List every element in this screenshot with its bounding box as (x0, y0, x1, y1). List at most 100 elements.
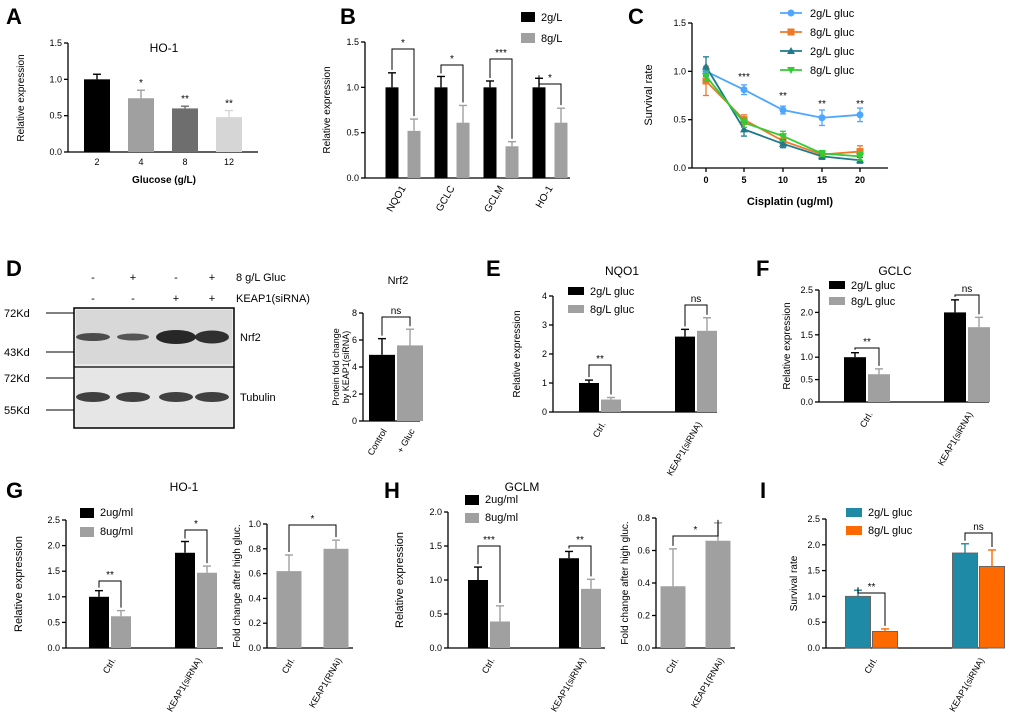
x-axis-label: Glucose (g/L) (132, 175, 196, 186)
significance-label: ** (576, 535, 584, 546)
y-tick-label: 0 (352, 416, 357, 426)
x-tick-label: KEAP1(siRNA) (165, 656, 204, 713)
marker-label: 72Kd (4, 308, 30, 320)
panel-label-a: A (6, 4, 22, 29)
y-tick-label: 2.5 (800, 285, 813, 295)
significance-bracket (184, 529, 208, 564)
y-tick-label: 2.0 (429, 507, 442, 517)
bar (111, 616, 131, 648)
chart-title: GCLM (505, 480, 540, 494)
x-tick-label: KEAP1(RNAi) (307, 656, 344, 710)
legend-label: 8g/L gluc (851, 296, 896, 308)
blot-band-nrf2 (156, 330, 196, 344)
condition-gluc: + (130, 272, 136, 284)
bar (579, 383, 599, 412)
y-tick-label: 1.0 (429, 575, 442, 585)
significance-label: ns (973, 522, 984, 533)
legend-marker (787, 28, 795, 36)
significance-label: ** (818, 99, 826, 110)
panel-b: 0.0 0.5 1.0 1.5 Relative expression 2g/L 8g/L *… (322, 12, 570, 215)
significance-bracket (854, 347, 880, 366)
legend-label: 2g/L gluc (851, 280, 896, 292)
data-point (779, 139, 787, 147)
bar (581, 588, 601, 648)
condition-gluc: + (209, 272, 215, 284)
y-tick-label: 0.5 (673, 115, 686, 125)
x-tick-label: 15 (817, 175, 827, 185)
condition-keap: - (91, 293, 95, 305)
x-axis-label: Cisplatin (ug/ml) (747, 196, 834, 208)
legend-label: 2g/L gluc (590, 286, 635, 298)
panel-label-b: B (340, 4, 356, 29)
bar (323, 548, 349, 648)
legend-label: 8g/L (541, 33, 562, 45)
significance-bracket (477, 545, 501, 603)
significance-bracket (440, 64, 464, 103)
panel-label-i: I (760, 478, 766, 503)
legend-label: 2g/L (541, 12, 562, 24)
significance-label: *** (738, 72, 750, 83)
significance-bracket (588, 364, 612, 395)
data-point (702, 62, 710, 70)
blot-band-nrf2 (195, 330, 229, 344)
data-point (740, 86, 748, 94)
x-tick-label: 2 (94, 157, 99, 167)
x-tick-label: KEAP1(siRNA) (936, 410, 975, 467)
y-tick-label: 1.0 (49, 74, 62, 84)
significance-label: ** (868, 582, 876, 593)
data-point (856, 148, 864, 156)
chart-title: Nrf2 (388, 275, 409, 287)
significance-bracket (857, 587, 886, 626)
y-tick-label: 0.0 (248, 643, 261, 653)
significance-label: * (548, 73, 552, 84)
x-tick-label: KEAP1(siRNA) (947, 656, 986, 713)
data-point (779, 106, 787, 114)
panel-label-d: D (6, 256, 22, 281)
y-tick-label: 0.5 (49, 111, 62, 121)
significance-label: ** (106, 570, 114, 581)
chart-title: HO-1 (150, 41, 179, 55)
x-tick-label: KEAP1(siRNA) (665, 420, 704, 477)
legend-marker (787, 47, 795, 54)
data-point (856, 153, 864, 161)
y-tick-label: 2.0 (47, 541, 60, 551)
blot-band-nrf2 (117, 333, 149, 341)
significance-label: *** (483, 535, 495, 546)
significance-label: ** (856, 99, 864, 110)
y-axis-label: Relative expression (322, 66, 333, 153)
panel-g: 0.0 0.5 1.0 1.5 2.0 2.5 HO-1 Relative expressio… (13, 480, 223, 713)
y-tick-label: 0.6 (248, 569, 261, 579)
y-tick-label: 0.0 (637, 643, 650, 653)
bar (216, 117, 242, 152)
x-tick-label: GCLM (483, 184, 507, 215)
bar (456, 122, 470, 178)
x-tick-label: Control (366, 427, 389, 457)
bar (979, 565, 1005, 649)
panel-c: 0.0 0.5 1.0 1.5 Survival rate Cisplatin (ug/m… (643, 8, 888, 208)
bar (369, 354, 395, 421)
y-axis-label: Relative expression (16, 54, 27, 141)
legend-label: 8ug/ml (100, 526, 133, 538)
panel-g2: 0.0 0.2 0.4 0.6 0.8 1.0 Fold change after high… (232, 514, 353, 710)
condition-gluc: - (174, 272, 178, 284)
y-tick-label: 1.0 (346, 82, 359, 92)
band-label-nrf2: Nrf2 (240, 332, 261, 344)
blot-band-tubulin (116, 392, 150, 402)
legend-swatch (829, 297, 845, 305)
bar (490, 621, 510, 648)
legend-label: 2ug/ml (485, 494, 518, 506)
y-tick-label: 0.8 (248, 544, 261, 554)
bar (197, 572, 217, 648)
y-tick-label: 0.0 (429, 643, 442, 653)
x-tick-label: HO-1 (534, 184, 556, 211)
x-tick-label: Ctrl. (480, 656, 497, 675)
legend-marker (787, 67, 795, 74)
bar (276, 571, 302, 648)
data-point (740, 125, 748, 133)
legend-label: 8g/L gluc (868, 525, 913, 537)
panel-a: 0.0 0.5 1.0 1.5 HO-1 Relative expression Gluco… (16, 38, 258, 186)
y-tick-label: 0.5 (807, 617, 820, 627)
bar (705, 540, 731, 648)
y-tick-label: 2.0 (800, 307, 813, 317)
significance-label: * (401, 38, 405, 49)
